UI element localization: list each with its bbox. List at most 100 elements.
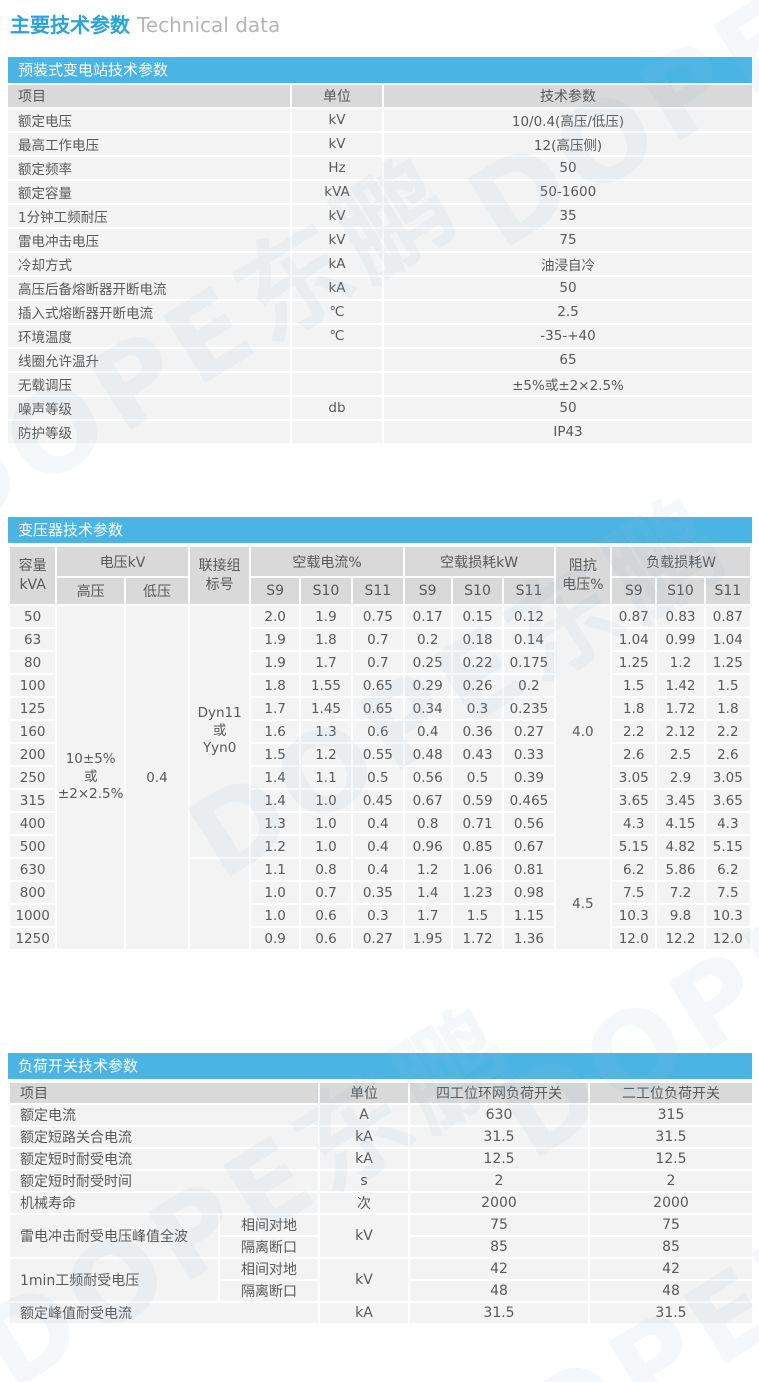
value-cell: 0.4: [351, 811, 405, 836]
unit-cell: kV: [292, 133, 382, 155]
header-s10: S10: [298, 576, 354, 606]
table-row: 额定电压 kV 10/0.4(高压/低压): [8, 109, 752, 131]
value-cell: 1.95: [402, 926, 453, 951]
header-s9: S9: [249, 576, 301, 606]
value-cell: 0.7: [351, 650, 405, 675]
table-row: 高压后备熔断器开断电流 kA 50: [8, 277, 752, 299]
value-cell: 1.1: [298, 765, 354, 790]
value-cell: 1.2: [249, 834, 301, 859]
sub-item-label: 相间对地: [218, 1257, 320, 1281]
capacity-cell: 400: [7, 811, 58, 836]
value-cell: 2: [408, 1169, 590, 1193]
column-header-item: 项目: [8, 85, 290, 107]
value-cell: 3.05: [703, 765, 753, 790]
value-cell: 0.26: [450, 673, 505, 698]
value-cell: 0.59: [450, 788, 505, 813]
value-cell: 315: [588, 1103, 754, 1127]
unit-cell: kV: [292, 109, 382, 131]
value-cell: 1.3: [298, 719, 354, 744]
unit-cell: 次: [318, 1191, 410, 1215]
value-cell: 1.5: [610, 673, 658, 698]
header-s9: S9: [402, 576, 453, 606]
value-cell: 0.14: [502, 627, 556, 652]
item-label: 环境温度: [8, 325, 290, 347]
value-cell: 5.86: [655, 857, 706, 882]
value-cell: 0.235: [502, 696, 556, 721]
value-cell: 31.5: [408, 1125, 590, 1149]
item-label: 额定频率: [8, 157, 290, 179]
value-cell: 1.9: [298, 604, 354, 629]
table-row: 1min工频耐受电压 相间对地 kV 42 42: [8, 1257, 754, 1303]
value-cell: 1.6: [249, 719, 301, 744]
unit-cell: ℃: [292, 301, 382, 323]
value-cell: 4.3: [610, 811, 658, 836]
header-s11: S11: [351, 576, 405, 606]
unit-cell: s: [318, 1169, 410, 1193]
table-row: 63 1.9 1.8 0.7 0.2 0.18 0.14 1.04 0.99 1.04: [7, 627, 753, 652]
value-cell: 1.0: [298, 788, 354, 813]
item-label: 1分钟工频耐压: [8, 205, 290, 227]
item-label: 机械寿命: [8, 1191, 320, 1215]
value-cell: 0.4: [351, 834, 405, 859]
header-s11: S11: [502, 576, 556, 606]
value-cell: 0.34: [402, 696, 453, 721]
value-cell: 0.71: [450, 811, 505, 836]
header-s11: S11: [703, 576, 753, 606]
capacity-cell: 1000: [7, 903, 58, 928]
value-cell: 0.2: [502, 673, 556, 698]
value-cell: 2.6: [703, 742, 753, 767]
value-cell: 0.83: [655, 604, 706, 629]
value-cell: 2000: [408, 1191, 590, 1215]
value-cell: 0.36: [450, 719, 505, 744]
table-row: 噪声等级 db 50: [8, 397, 752, 419]
value-cell: 1.25: [610, 650, 658, 675]
value-cell: 1.06: [450, 857, 505, 882]
item-label: 额定容量: [8, 181, 290, 203]
value-cell: 9.8: [655, 903, 706, 928]
value-cell: 50-1600: [384, 181, 752, 203]
connection-merged-cell-empty: [187, 857, 252, 951]
value-cell: 1.5: [450, 903, 505, 928]
table-row: 无载调压 ±5%或±2×2.5%: [8, 373, 752, 395]
capacity-cell: 315: [7, 788, 58, 813]
impedance-merged-cell: 4.5: [553, 857, 613, 951]
value-cell: 0.8: [402, 811, 453, 836]
value-cell: 6.2: [610, 857, 658, 882]
value-cell: 85: [588, 1235, 754, 1259]
value-cell: 0.3: [450, 696, 505, 721]
value-cell: 0.6: [298, 926, 354, 951]
table-row: 1分钟工频耐压 kV 35: [8, 205, 752, 227]
value-cell: 0.8: [298, 857, 354, 882]
item-label: 线圈允许温升: [8, 349, 290, 371]
header-s10: S10: [450, 576, 505, 606]
header-impedance: 阻抗 电压%: [553, 545, 613, 606]
table-row: 200 1.5 1.2 0.55 0.48 0.43 0.33 2.6 2.5 2.6: [7, 742, 753, 767]
substation-parameters-table: 预装式变电站技术参数 项目 单位 技术参数 额定电压 kV 10/0.4(高压/低压…: [8, 57, 752, 443]
value-cell: 0.9: [249, 926, 301, 951]
value-cell: 10/0.4(高压/低压): [384, 109, 752, 131]
value-cell: 1.2: [298, 742, 354, 767]
value-cell: 1.8: [249, 673, 301, 698]
unit-cell: kA: [318, 1301, 410, 1325]
load-switch-table: 项目 单位 四工位环网负荷开关 二工位负荷开关 额定电流 A 630 315 额定短路…: [8, 1081, 754, 1325]
table-row: 250 1.4 1.1 0.5 0.56 0.5 0.39 3.05 2.9 3.05: [7, 765, 753, 790]
table-title-bar: 预装式变电站技术参数: [8, 57, 752, 83]
value-cell: IP43: [384, 421, 752, 443]
transformer-table: 容量 kVA 电压kV 联接组 标号 空载电流% 空载损耗kW 阻抗 电压% 负…: [7, 545, 753, 951]
value-cell: 2.2: [703, 719, 753, 744]
unit-cell: kV: [292, 229, 382, 251]
value-cell: 1.42: [655, 673, 706, 698]
value-cell: 0.27: [502, 719, 556, 744]
value-cell: 0.67: [502, 834, 556, 859]
transformer-parameters-table: 变压器技术参数 容量 kVA 电压kV 联接组 标号 空载电流% 空载损耗kW …: [7, 517, 753, 951]
item-label: 最高工作电压: [8, 133, 290, 155]
value-cell: 12.2: [655, 926, 706, 951]
unit-cell: kVA: [292, 181, 382, 203]
header-load-loss: 负载损耗W: [610, 545, 752, 578]
item-label-lightning-impulse: 雷电冲击耐受电压峰值全波: [8, 1213, 220, 1259]
column-header-unit: 单位: [318, 1081, 410, 1105]
item-label: 额定短路关合电流: [8, 1125, 320, 1149]
table-row: 机械寿命次 2000 2000: [8, 1191, 754, 1215]
value-cell: 4.3: [703, 811, 753, 836]
